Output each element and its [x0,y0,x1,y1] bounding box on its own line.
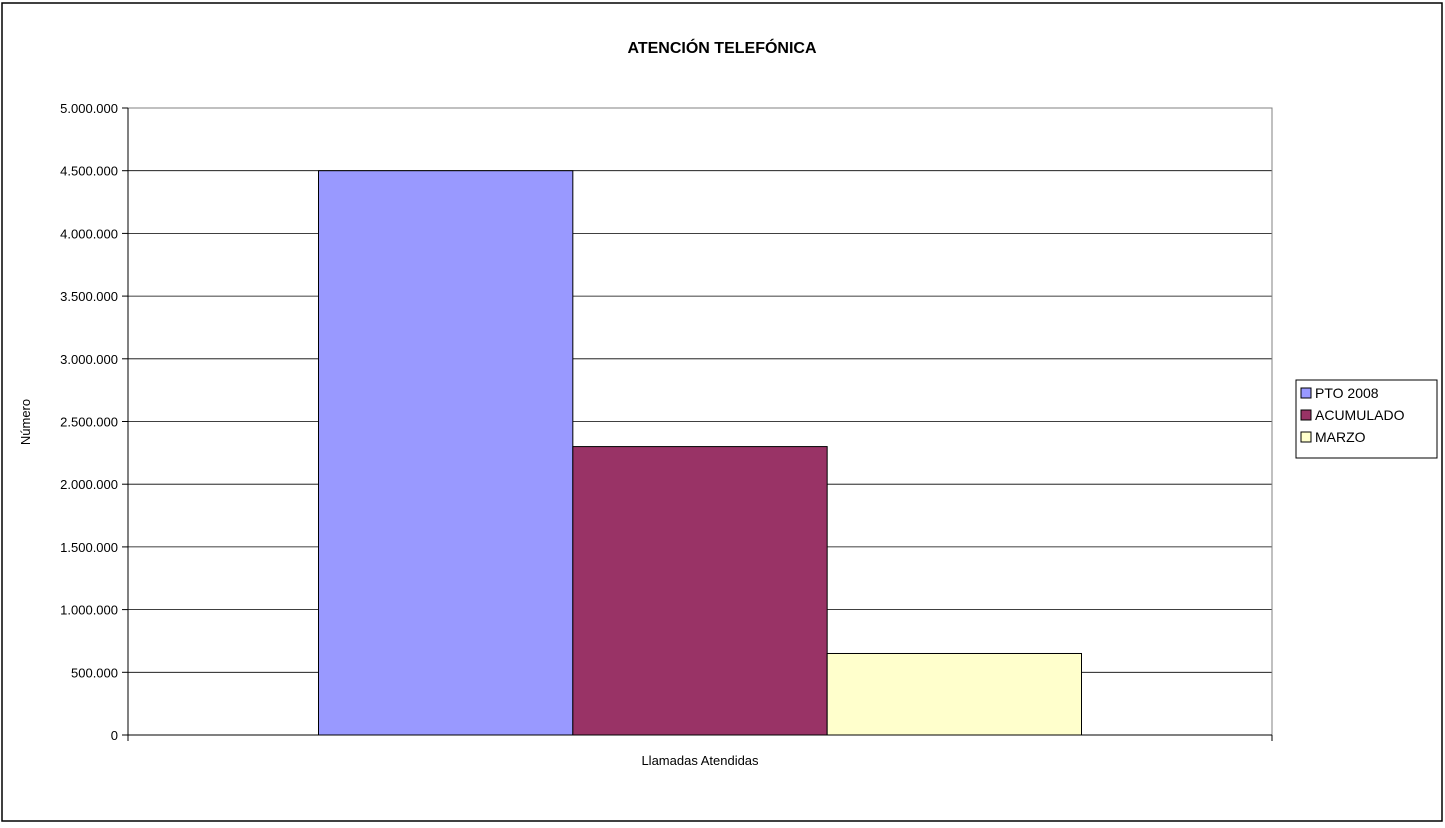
y-tick-label: 2.500.000 [60,415,118,430]
y-tick-label: 5.000.000 [60,101,118,116]
y-tick-label: 0 [111,728,118,743]
y-tick-label: 4.500.000 [60,164,118,179]
axes: 0 500.000 1.000.000 1.500.000 2.000.000 2.500… [60,101,1273,743]
bar-marzo [826,652,1083,736]
y-axis-title: Número [18,399,33,445]
y-tick-label: 2.000.000 [60,477,118,492]
legend-label: ACUMULADO [1315,407,1405,423]
y-tick-label: 1.500.000 [60,540,118,555]
chart-title: ATENCIÓN TELEFÓNICA [627,38,816,57]
legend-swatch [1300,409,1312,421]
y-tick-label: 1.000.000 [60,603,118,618]
x-axis-title: Llamadas Atendidas [641,753,759,768]
legend-label: PTO 2008 [1315,385,1379,401]
y-tick-label: 4.000.000 [60,226,118,241]
legend-swatch [1300,387,1312,399]
bar-pto-2008 [318,170,574,736]
y-tick-label: 3.500.000 [60,289,118,304]
y-tick-label: 3.000.000 [60,352,118,367]
y-tick-label: 500.000 [71,665,118,680]
legend-label: MARZO [1315,429,1366,445]
legend-box [1295,379,1438,459]
bar-acumulado [572,446,828,736]
legend-swatch [1300,431,1312,443]
legend: PTO 2008 ACUMULADO MARZO [1295,379,1438,459]
